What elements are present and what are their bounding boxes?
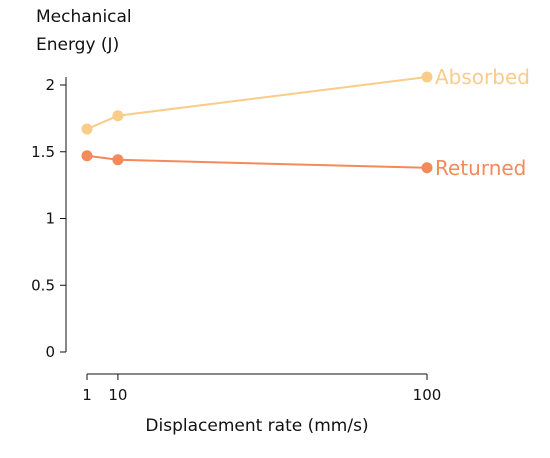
data-point (81, 150, 93, 162)
series-label: Absorbed (435, 65, 530, 89)
series-line (86, 154, 428, 169)
series-layer: Absorbed Returned (81, 65, 530, 180)
data-point (112, 154, 124, 166)
y-axis-ticks: 0 0.5 1 1.5 2 (31, 76, 66, 361)
x-tick-label: 100 (413, 386, 442, 404)
y-tick-label: 1 (45, 210, 55, 228)
x-axis-title: Displacement rate (mm/s) (145, 416, 368, 436)
x-tick-label: 10 (108, 386, 127, 404)
data-point (421, 71, 433, 83)
x-tick-label: 1 (82, 386, 92, 404)
y-tick-label: 0 (45, 343, 55, 361)
data-point (81, 123, 93, 135)
y-axis-title: Mechanical Energy (J) (36, 7, 132, 55)
y-axis-title-line-1: Mechanical (36, 7, 132, 27)
y-axis-title-line-2: Energy (J) (36, 35, 119, 55)
series-label: Returned (435, 156, 526, 180)
x-axis-ticks: 1 10 100 (82, 374, 441, 404)
y-tick-label: 0.5 (31, 276, 55, 294)
y-tick-label: 1.5 (31, 143, 55, 161)
series-returned: Returned (81, 150, 526, 180)
data-point (421, 162, 433, 174)
data-point (112, 110, 124, 122)
y-tick-label: 2 (45, 76, 55, 94)
series-absorbed: Absorbed (81, 65, 530, 135)
series-line (86, 76, 428, 131)
